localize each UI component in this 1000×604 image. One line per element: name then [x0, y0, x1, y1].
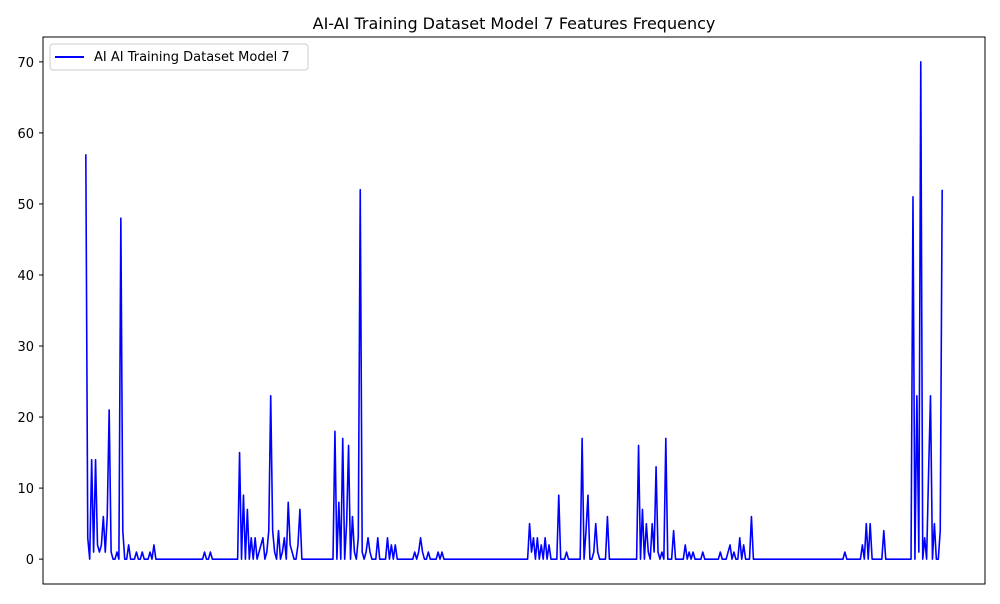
- y-tick-label: 20: [17, 411, 34, 426]
- y-tick-label: 70: [17, 56, 34, 71]
- y-tick-label: 40: [17, 269, 34, 284]
- series-line: [85, 61, 943, 560]
- y-tick-label: 60: [17, 127, 34, 142]
- y-tick-label: 50: [17, 198, 34, 213]
- y-axis: 0 10 20 30 40 50 60 70: [17, 56, 43, 568]
- plot-lines: [85, 61, 943, 560]
- legend: AI AI Training Dataset Model 7: [49, 43, 309, 71]
- y-tick-label: 30: [17, 340, 34, 355]
- y-tick-label: 10: [17, 482, 34, 497]
- legend-label: AI AI Training Dataset Model 7: [94, 50, 290, 65]
- legend-box: [49, 43, 309, 71]
- plot-frame: [42, 36, 986, 585]
- chart-title: AI-AI Training Dataset Model 7 Features …: [313, 14, 716, 33]
- y-tick-label: 0: [26, 553, 34, 568]
